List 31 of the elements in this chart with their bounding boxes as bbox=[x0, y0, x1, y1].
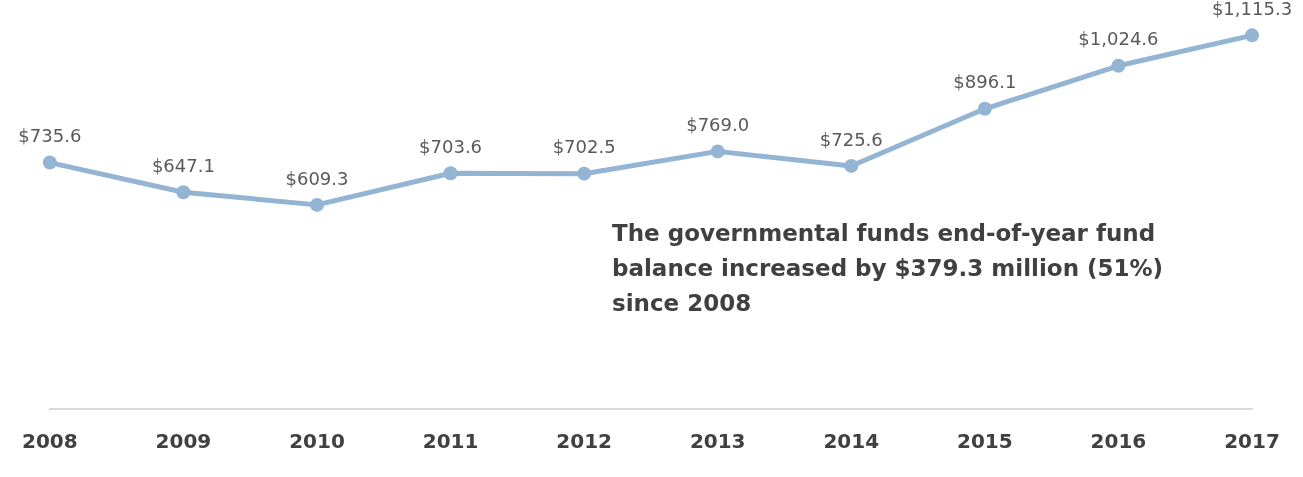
x-tick-label: 2012 bbox=[556, 429, 612, 454]
data-label: $725.6 bbox=[819, 128, 883, 150]
data-label: $703.6 bbox=[419, 135, 483, 157]
x-tick-label: 2017 bbox=[1224, 429, 1280, 454]
data-label: $1,115.3 bbox=[1211, 0, 1293, 20]
point bbox=[176, 185, 191, 200]
point bbox=[710, 144, 725, 159]
point bbox=[443, 166, 458, 181]
text: The governmental funds end-of-year fund balance increased by $379.3 million (51%) since 2008 bbox=[612, 219, 1165, 318]
point bbox=[844, 158, 859, 173]
data-label: $702.5 bbox=[552, 136, 616, 158]
data-label: $769.0 bbox=[686, 114, 750, 136]
data-label: $609.3 bbox=[285, 167, 349, 189]
point bbox=[1245, 28, 1259, 43]
data-label: $896.1 bbox=[953, 71, 1017, 93]
x-tick-label: 2010 bbox=[289, 429, 345, 454]
x-tick-label: 2016 bbox=[1090, 429, 1147, 454]
data-label: $1,024.6 bbox=[1078, 28, 1159, 50]
x-tick-label: 2008 bbox=[22, 429, 78, 454]
x-tick-label: 2011 bbox=[422, 429, 479, 454]
point bbox=[42, 155, 57, 170]
x-tick-label: 2014 bbox=[823, 429, 880, 454]
point bbox=[577, 166, 592, 181]
point bbox=[977, 101, 992, 116]
point bbox=[1111, 58, 1126, 73]
data-label: $735.6 bbox=[18, 125, 82, 147]
data-label: $647.1 bbox=[151, 154, 215, 176]
x-tick-label: 2009 bbox=[155, 429, 212, 454]
point bbox=[309, 197, 324, 212]
x-tick-label: 2015 bbox=[957, 429, 1013, 454]
x-tick-label: 2013 bbox=[689, 429, 746, 454]
